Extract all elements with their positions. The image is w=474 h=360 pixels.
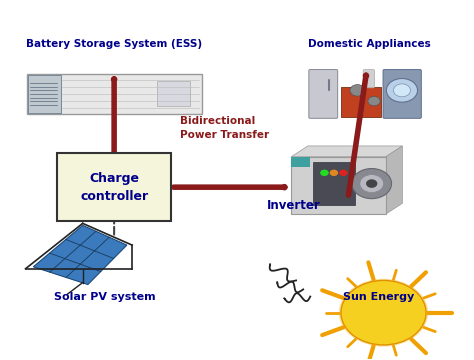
FancyBboxPatch shape	[292, 157, 386, 214]
Text: Battery Storage System (ESS): Battery Storage System (ESS)	[26, 39, 202, 49]
Circle shape	[339, 279, 428, 347]
Text: Sun Energy: Sun Energy	[343, 292, 414, 302]
Text: Charge
controller: Charge controller	[80, 172, 148, 203]
Circle shape	[352, 168, 392, 199]
Circle shape	[360, 175, 383, 193]
FancyBboxPatch shape	[363, 69, 374, 88]
FancyBboxPatch shape	[27, 75, 61, 113]
FancyBboxPatch shape	[156, 81, 190, 107]
Text: Solar PV system: Solar PV system	[54, 292, 155, 302]
FancyBboxPatch shape	[341, 87, 381, 117]
Text: Bidirectional
Power Transfer: Bidirectional Power Transfer	[180, 116, 269, 140]
Circle shape	[350, 85, 365, 96]
FancyBboxPatch shape	[57, 153, 171, 221]
FancyBboxPatch shape	[313, 162, 355, 205]
Circle shape	[341, 280, 426, 345]
Text: Inverter: Inverter	[267, 199, 320, 212]
Circle shape	[339, 170, 347, 176]
Circle shape	[386, 78, 418, 102]
Text: Domestic Appliances: Domestic Appliances	[308, 39, 431, 49]
Circle shape	[320, 170, 328, 176]
Circle shape	[393, 84, 410, 97]
Polygon shape	[386, 146, 402, 214]
Polygon shape	[292, 146, 402, 157]
Circle shape	[368, 96, 380, 106]
FancyBboxPatch shape	[292, 157, 310, 167]
FancyBboxPatch shape	[309, 69, 337, 118]
Polygon shape	[33, 225, 127, 284]
Circle shape	[366, 179, 377, 188]
FancyBboxPatch shape	[27, 74, 201, 114]
FancyBboxPatch shape	[383, 69, 421, 118]
Circle shape	[329, 170, 338, 176]
